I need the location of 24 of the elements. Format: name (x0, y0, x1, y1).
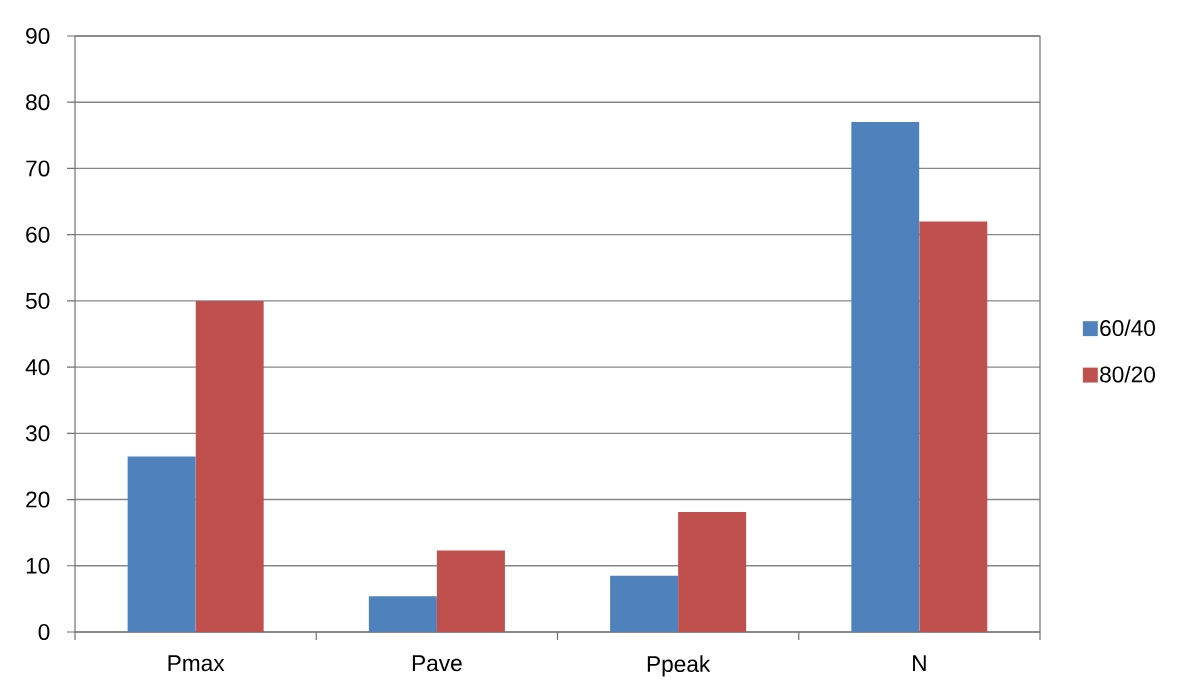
y-tick-label: 0 (38, 623, 50, 641)
legend-label: 80/20 (1100, 365, 1155, 383)
y-tick-label: 60 (26, 226, 50, 243)
y-tick-label: 80 (26, 94, 50, 111)
x-tick-label: Ppeak (647, 655, 711, 677)
y-tick-label: 90 (26, 27, 50, 45)
bar (851, 122, 920, 632)
y-tick-label: 70 (26, 160, 50, 177)
y-tick-label: 50 (25, 292, 50, 309)
y-tick-label: 30 (25, 425, 50, 442)
bar (919, 221, 988, 632)
x-tick-label: Pmax (168, 655, 225, 672)
bar (127, 456, 196, 632)
bar (436, 550, 505, 632)
x-tick-label: N (913, 655, 926, 671)
bar (610, 575, 679, 632)
bar (195, 300, 264, 632)
y-tick-label: 20 (26, 491, 50, 508)
bar (678, 512, 747, 632)
bar (368, 596, 437, 632)
legend-label: 60/40 (1100, 319, 1155, 337)
y-tick-label: 10 (26, 557, 50, 574)
y-tick-label: 40 (25, 359, 50, 376)
x-tick-label: Pave (412, 655, 462, 672)
